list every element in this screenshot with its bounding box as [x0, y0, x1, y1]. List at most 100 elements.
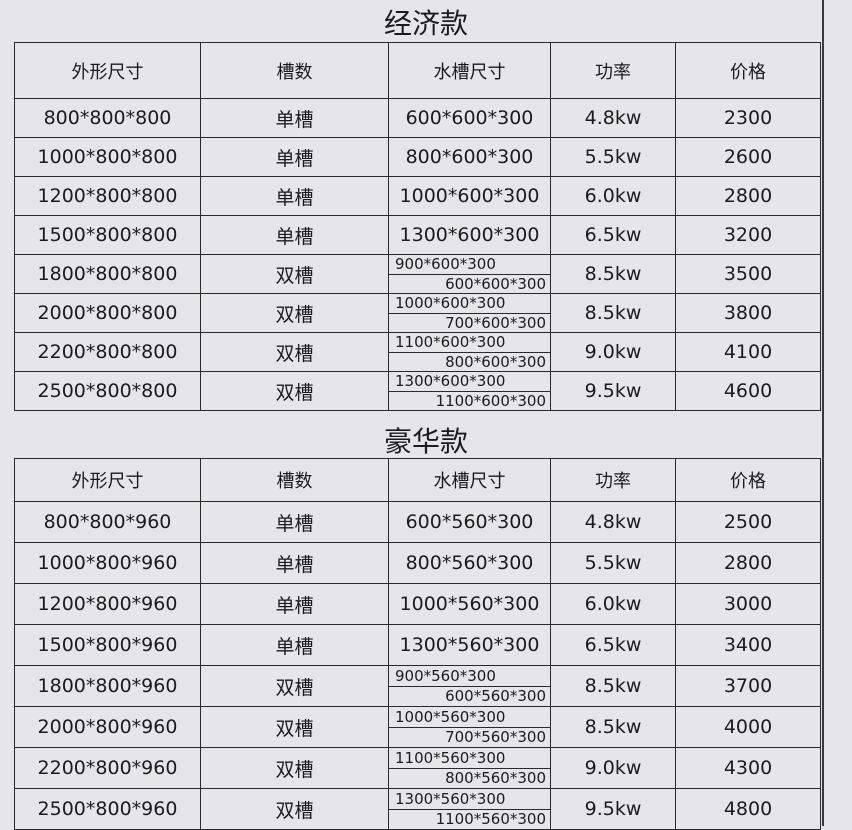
sink-size-split: 900*560*300 600*560*300	[389, 666, 550, 706]
sink-size-split: 1000*600*300 700*600*300	[389, 294, 550, 332]
price-cell: 3500	[675, 254, 821, 294]
slots-cell: 单槽	[200, 215, 389, 255]
price-cell: 3200	[675, 215, 821, 255]
size-cell: 2200*800*800	[14, 332, 201, 372]
price-cell: 2300	[675, 98, 821, 138]
power-cell: 5.5kw	[550, 137, 676, 177]
table-row: 1200*800*800 单槽 1000*600*300 6.0kw 2800	[14, 176, 821, 216]
power-cell: 4.8kw	[550, 501, 676, 543]
power-cell: 5.5kw	[550, 542, 676, 584]
size-cell: 2200*800*960	[14, 747, 201, 789]
sink-size-value: 600*560*300	[445, 687, 546, 706]
sink-size-cell: 1000*600*300 700*600*300	[388, 293, 551, 333]
column-header: 槽数	[200, 458, 389, 502]
column-header: 功率	[550, 42, 676, 99]
table-row: 800*800*800 单槽 600*600*300 4.8kw 2300	[14, 98, 821, 138]
sink-size-cell: 1300*560*300 1100*560*300	[388, 788, 551, 830]
sink-size-cell: 1000*560*300	[388, 583, 551, 625]
column-header: 水槽尺寸	[388, 458, 551, 502]
sink-size-value: 1300*600*300	[389, 372, 550, 392]
size-cell: 1800*800*800	[14, 254, 201, 294]
price-cell: 4600	[675, 371, 821, 411]
power-cell: 9.0kw	[550, 332, 676, 372]
size-cell: 2000*800*800	[14, 293, 201, 333]
slots-cell: 双槽	[200, 293, 389, 333]
price-table-economy: 外形尺寸 槽数 水槽尺寸 功率 价格 800*800*800 单槽 600*600*300 4.…	[14, 42, 821, 411]
sink-size-cell: 800*600*300	[388, 137, 551, 177]
table-row: 2000*800*800 双槽 1000*600*300 700*600*300 8.5…	[14, 293, 821, 333]
power-cell: 6.0kw	[550, 176, 676, 216]
price-cell: 4800	[675, 788, 821, 830]
slots-cell: 双槽	[200, 371, 389, 411]
price-cell: 3000	[675, 583, 821, 625]
table-row: 1000*800*800 单槽 800*600*300 5.5kw 2600	[14, 137, 821, 177]
sink-size-cell: 900*560*300 600*560*300	[388, 665, 551, 707]
power-cell: 6.5kw	[550, 215, 676, 255]
table-row: 2500*800*960 双槽 1300*560*300 1100*560*300 9.…	[14, 788, 821, 830]
size-cell: 1200*800*960	[14, 583, 201, 625]
slots-cell: 双槽	[200, 788, 389, 830]
page-border	[822, 0, 824, 826]
size-cell: 2000*800*960	[14, 706, 201, 748]
slots-cell: 双槽	[200, 665, 389, 707]
power-cell: 8.5kw	[550, 706, 676, 748]
power-cell: 9.0kw	[550, 747, 676, 789]
slots-cell: 双槽	[200, 706, 389, 748]
size-cell: 1500*800*960	[14, 624, 201, 666]
slots-cell: 单槽	[200, 542, 389, 584]
size-cell: 1000*800*800	[14, 137, 201, 177]
table-row: 1800*800*800 双槽 900*600*300 600*600*300 8.5k…	[14, 254, 821, 294]
sink-size-cell: 1000*560*300 700*560*300	[388, 706, 551, 748]
table-header-row: 外形尺寸 槽数 水槽尺寸 功率 价格	[14, 458, 821, 502]
power-cell: 8.5kw	[550, 665, 676, 707]
section-title-economy: 经济款	[383, 7, 468, 40]
sink-size-cell: 900*600*300 600*600*300	[388, 254, 551, 294]
slots-cell: 双槽	[200, 332, 389, 372]
column-header: 外形尺寸	[14, 42, 201, 99]
sink-size-value: 1000*560*300	[389, 707, 550, 728]
sink-size-value: 1000*600*300	[389, 294, 550, 314]
sink-size-value: 700*560*300	[445, 728, 546, 747]
sink-size-cell: 800*560*300	[388, 542, 551, 584]
table-header-row: 外形尺寸 槽数 水槽尺寸 功率 价格	[14, 42, 821, 99]
power-cell: 9.5kw	[550, 371, 676, 411]
power-cell: 8.5kw	[550, 293, 676, 333]
size-cell: 1500*800*800	[14, 215, 201, 255]
sink-size-value: 1300*560*300	[389, 789, 550, 810]
slots-cell: 单槽	[200, 98, 389, 138]
sink-size-split: 1100*560*300 800*560*300	[389, 748, 550, 788]
column-header: 水槽尺寸	[388, 42, 551, 99]
size-cell: 1800*800*960	[14, 665, 201, 707]
slots-cell: 双槽	[200, 254, 389, 294]
price-cell: 2800	[675, 176, 821, 216]
table-row: 2200*800*800 双槽 1100*600*300 800*600*300 9.0…	[14, 332, 821, 372]
table-row: 1500*800*960 单槽 1300*560*300 6.5kw 3400	[14, 624, 821, 666]
sink-size-value: 900*560*300	[389, 666, 550, 687]
size-cell: 2500*800*800	[14, 371, 201, 411]
column-header: 外形尺寸	[14, 458, 201, 502]
sink-size-value: 1100*600*300	[435, 391, 546, 410]
price-cell: 2800	[675, 542, 821, 584]
slots-cell: 单槽	[200, 176, 389, 216]
price-cell: 4000	[675, 706, 821, 748]
sink-size-value: 900*600*300	[389, 255, 550, 275]
table-row: 2500*800*800 双槽 1300*600*300 1100*600*300 9.…	[14, 371, 821, 411]
table-row: 1200*800*960 单槽 1000*560*300 6.0kw 3000	[14, 583, 821, 625]
slots-cell: 双槽	[200, 747, 389, 789]
table-row: 1500*800*800 单槽 1300*600*300 6.5kw 3200	[14, 215, 821, 255]
sink-size-cell: 1100*600*300 800*600*300	[388, 332, 551, 372]
table-row: 800*800*960 单槽 600*560*300 4.8kw 2500	[14, 501, 821, 543]
sink-size-value: 800*600*300	[445, 352, 546, 371]
slots-cell: 单槽	[200, 137, 389, 177]
sink-size-cell: 1100*560*300 800*560*300	[388, 747, 551, 789]
sink-size-value: 1100*560*300	[435, 810, 546, 829]
size-cell: 800*800*800	[14, 98, 201, 138]
price-cell: 3400	[675, 624, 821, 666]
sink-size-cell: 600*600*300	[388, 98, 551, 138]
table-row: 1800*800*960 双槽 900*560*300 600*560*300 8.5k…	[14, 665, 821, 707]
power-cell: 9.5kw	[550, 788, 676, 830]
sink-size-value: 800*560*300	[445, 769, 546, 788]
table-row: 2200*800*960 双槽 1100*560*300 800*560*300 9.0…	[14, 747, 821, 789]
table-row: 2000*800*960 双槽 1000*560*300 700*560*300 8.5…	[14, 706, 821, 748]
sink-size-value: 600*600*300	[445, 274, 546, 293]
